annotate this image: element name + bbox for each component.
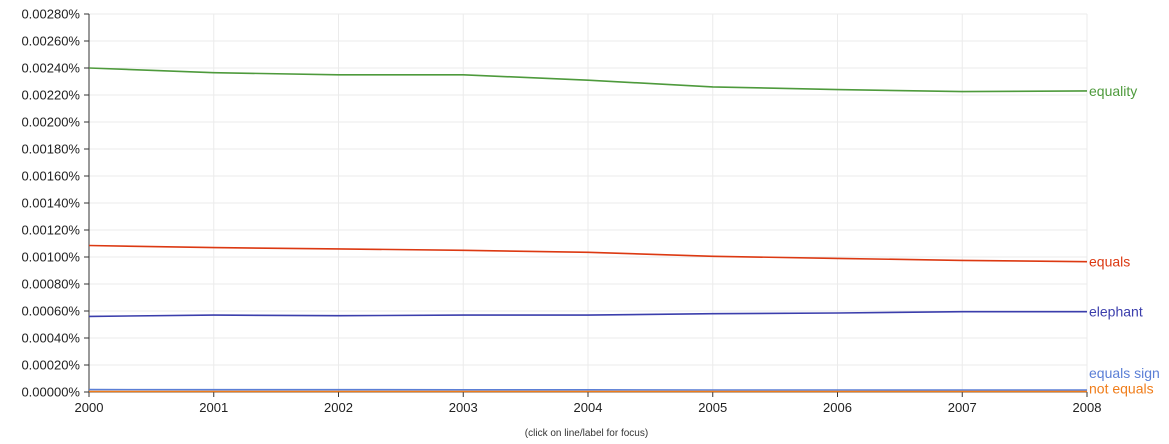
ngram-line-chart: 0.00000% 0.00020% 0.00040% 0.00060% 0.00080%… [21,7,1160,416]
x-tick-label: 2004 [574,400,603,415]
series-lines[interactable] [88,67,1088,393]
y-tick-label: 0.00240% [21,61,80,76]
series-label-equality[interactable]: equality [1089,83,1137,99]
x-tick-label: 2008 [1073,400,1102,415]
y-tick-label: 0.00120% [21,223,80,238]
y-tick-label: 0.00060% [21,304,80,319]
y-tick-label: 0.00220% [21,88,80,103]
series-label-equals[interactable]: equals [1089,254,1130,270]
y-axis-ticks: 0.00000% 0.00020% 0.00040% 0.00060% 0.00080%… [21,7,89,400]
x-axis-ticks: 2000 2001 2002 2003 2004 2005 2006 2007 2008 [75,392,1102,415]
focus-hint-text: (click on line/label for focus) [524,428,649,439]
y-tick-label: 0.00040% [21,331,80,346]
x-tick-label: 2002 [324,400,353,415]
y-tick-label: 0.00100% [21,250,80,265]
series-label-equals-sign[interactable]: equals sign [1089,365,1160,381]
y-tick-label: 0.00140% [21,196,80,211]
grid-lines [89,13,1088,392]
series-line-equals[interactable] [88,244,1088,263]
y-tick-label: 0.00020% [21,358,80,373]
series-label-not-equals[interactable]: not equals [1089,380,1154,396]
y-tick-label: 0.00080% [21,277,80,292]
x-tick-label: 2007 [948,400,977,415]
y-tick-label: 0.00200% [21,115,80,130]
x-tick-label: 2003 [449,400,478,415]
x-tick-label: 2006 [823,400,852,415]
y-tick-label: 0.00260% [21,34,80,49]
focus-hint: (click on line/label for focus) [0,428,1169,439]
y-tick-label: 0.00160% [21,169,80,184]
x-tick-label: 2001 [199,400,228,415]
y-tick-label: 0.00280% [21,7,80,22]
x-tick-label: 2005 [698,400,727,415]
series-line-elephant[interactable] [88,310,1087,318]
series-line-equals-sign[interactable] [88,388,1087,391]
y-tick-label: 0.00180% [21,142,80,157]
y-tick-label: 0.00000% [21,385,80,400]
series-line-equality[interactable] [88,67,1088,93]
series-label-elephant[interactable]: elephant [1089,304,1143,320]
x-tick-label: 2000 [75,400,104,415]
